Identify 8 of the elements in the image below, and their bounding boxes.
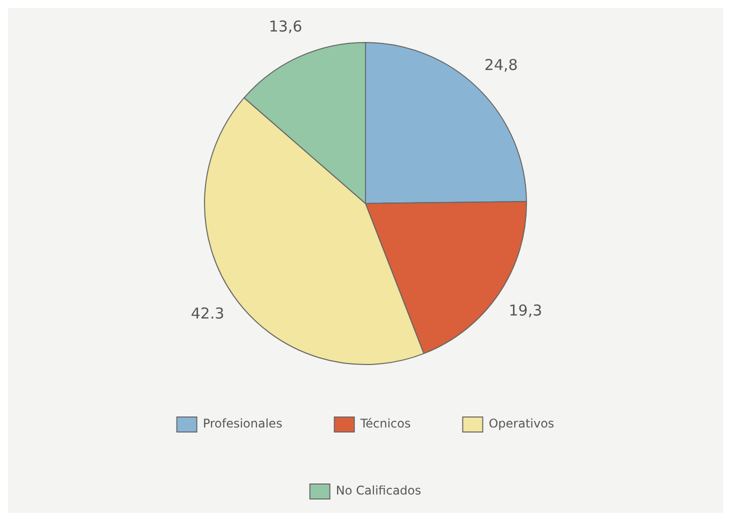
data-label: 42.3: [190, 304, 224, 322]
legend-label: Profesionales: [202, 416, 282, 431]
legend-label: No Calificados: [336, 484, 422, 498]
legend-label: Técnicos: [359, 416, 411, 431]
data-label: 24,8: [484, 56, 518, 74]
legend-label: Operativos: [488, 416, 554, 431]
data-label: 19,3: [508, 301, 542, 320]
data-label: 13,6: [268, 18, 302, 36]
